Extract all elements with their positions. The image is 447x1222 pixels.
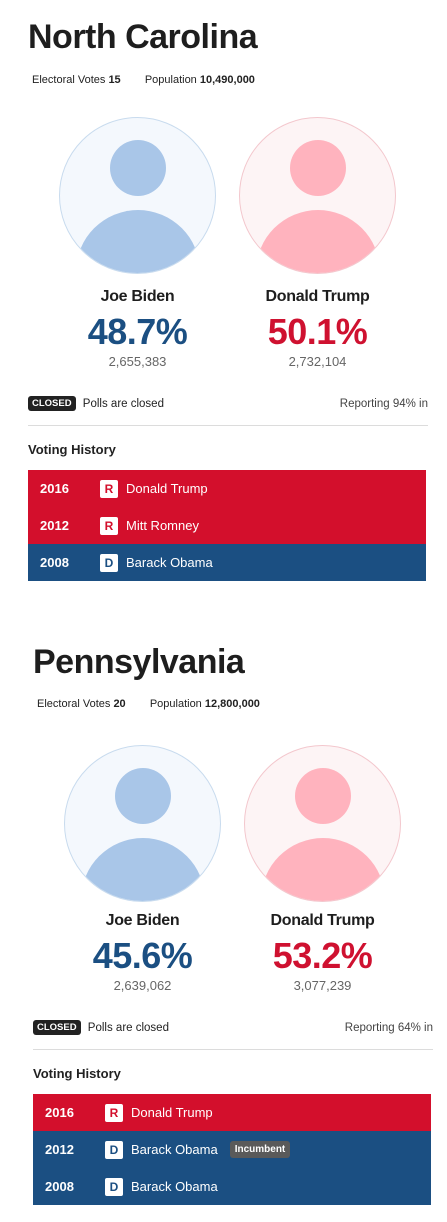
voting-history-title: Voting History bbox=[28, 442, 116, 457]
history-year: 2012 bbox=[40, 518, 69, 533]
population-label: Population bbox=[149, 698, 202, 710]
state-title: North Carolina bbox=[28, 18, 258, 56]
voting-history-title: Voting History bbox=[33, 1066, 121, 1081]
electoral-votes-label: Electoral Votes bbox=[37, 698, 111, 710]
party-badge-icon: R bbox=[105, 1103, 123, 1122]
history-row: 2016 R Donald Trump bbox=[28, 470, 426, 507]
candidate-result-biden: Joe Biden 45.6% 2,639,062 bbox=[64, 912, 221, 993]
history-winner: Barack Obama bbox=[131, 1179, 218, 1194]
party-badge-icon: D bbox=[100, 553, 118, 572]
polls-status-text: Polls are closed bbox=[87, 1021, 169, 1034]
history-winner: Barack Obama bbox=[126, 555, 213, 570]
history-row: 2008 D Barack Obama bbox=[33, 1168, 431, 1205]
state-meta: Electoral Votes 15 Population 10,490,000 bbox=[32, 74, 255, 86]
candidate-percent: 50.1% bbox=[267, 311, 368, 352]
reporting-text: Reporting 94% in bbox=[339, 398, 428, 410]
avatar-body bbox=[75, 210, 200, 273]
candidate-name: Joe Biden bbox=[105, 912, 180, 929]
party-badge-icon: D bbox=[105, 1177, 123, 1196]
candidate-percent: 45.6% bbox=[92, 935, 193, 976]
history-year: 2008 bbox=[45, 1179, 74, 1194]
party-badge-icon: R bbox=[100, 479, 118, 498]
party-badge-icon: D bbox=[105, 1140, 123, 1159]
candidate-votes: 2,655,383 bbox=[108, 354, 167, 369]
history-year: 2016 bbox=[40, 481, 69, 496]
divider bbox=[33, 1049, 433, 1050]
population-value: 10,490,000 bbox=[199, 74, 255, 86]
candidate-avatar-trump bbox=[244, 745, 401, 902]
candidate-percent: 48.7% bbox=[87, 311, 188, 352]
candidate-name: Donald Trump bbox=[265, 288, 370, 305]
history-winner: Donald Trump bbox=[131, 1105, 213, 1120]
party-badge-icon: R bbox=[100, 516, 118, 535]
reporting-text: Reporting 64% in bbox=[344, 1022, 433, 1034]
history-winner: Barack Obama bbox=[131, 1142, 218, 1157]
candidate-votes: 3,077,239 bbox=[293, 978, 352, 993]
candidate-result-trump: Donald Trump 53.2% 3,077,239 bbox=[244, 912, 401, 993]
polls-status-text: Polls are closed bbox=[82, 397, 164, 410]
electoral-votes-value: 20 bbox=[113, 698, 126, 710]
divider bbox=[28, 425, 428, 426]
history-row: 2008 D Barack Obama bbox=[28, 544, 426, 581]
poll-status-row: CLOSED Polls are closed Reporting 64% in bbox=[33, 1020, 433, 1040]
history-winner: Donald Trump bbox=[126, 481, 208, 496]
history-row: 2012 D Barack Obama Incumbent bbox=[33, 1131, 431, 1168]
history-year: 2008 bbox=[40, 555, 69, 570]
poll-status-row: CLOSED Polls are closed Reporting 94% in bbox=[28, 396, 428, 416]
population-label: Population bbox=[144, 74, 197, 86]
state-card-north-carolina: North Carolina Electoral Votes 15 Popula… bbox=[0, 0, 447, 600]
history-winner: Mitt Romney bbox=[126, 518, 199, 533]
candidate-result-trump: Donald Trump 50.1% 2,732,104 bbox=[239, 288, 396, 369]
history-row: 2012 R Mitt Romney bbox=[28, 507, 426, 544]
electoral-votes-label: Electoral Votes bbox=[32, 74, 106, 86]
candidate-result-biden: Joe Biden 48.7% 2,655,383 bbox=[59, 288, 216, 369]
candidate-votes: 2,639,062 bbox=[113, 978, 172, 993]
candidate-percent: 53.2% bbox=[272, 935, 373, 976]
candidate-avatar-biden bbox=[64, 745, 221, 902]
state-title: Pennsylvania bbox=[33, 643, 245, 681]
closed-badge: CLOSED bbox=[33, 1020, 81, 1035]
avatar-head bbox=[294, 768, 351, 824]
avatar-body bbox=[80, 838, 205, 901]
state-meta: Electoral Votes 20 Population 12,800,000 bbox=[37, 698, 260, 710]
history-year: 2016 bbox=[45, 1105, 74, 1120]
candidate-name: Donald Trump bbox=[270, 912, 375, 929]
avatar-head bbox=[114, 768, 171, 824]
avatar-head bbox=[109, 140, 166, 196]
closed-badge: CLOSED bbox=[28, 396, 76, 411]
electoral-votes-value: 15 bbox=[108, 74, 121, 86]
history-year: 2012 bbox=[45, 1142, 74, 1157]
history-row: 2016 R Donald Trump bbox=[33, 1094, 431, 1131]
voting-history-list: 2016 R Donald Trump 2012 R Mitt Romney 2… bbox=[28, 470, 426, 581]
avatar-body bbox=[255, 210, 380, 273]
state-card-pennsylvania: Pennsylvania Electoral Votes 20 Populati… bbox=[0, 624, 447, 1222]
voting-history-list: 2016 R Donald Trump 2012 D Barack Obama … bbox=[33, 1094, 431, 1205]
candidate-avatar-trump bbox=[239, 117, 396, 274]
avatar-head bbox=[289, 140, 346, 196]
candidate-votes: 2,732,104 bbox=[288, 354, 347, 369]
candidate-name: Joe Biden bbox=[100, 288, 175, 305]
incumbent-badge: Incumbent bbox=[229, 1141, 291, 1158]
population-value: 12,800,000 bbox=[204, 698, 260, 710]
candidate-avatar-biden bbox=[59, 117, 216, 274]
avatar-body bbox=[260, 838, 385, 901]
